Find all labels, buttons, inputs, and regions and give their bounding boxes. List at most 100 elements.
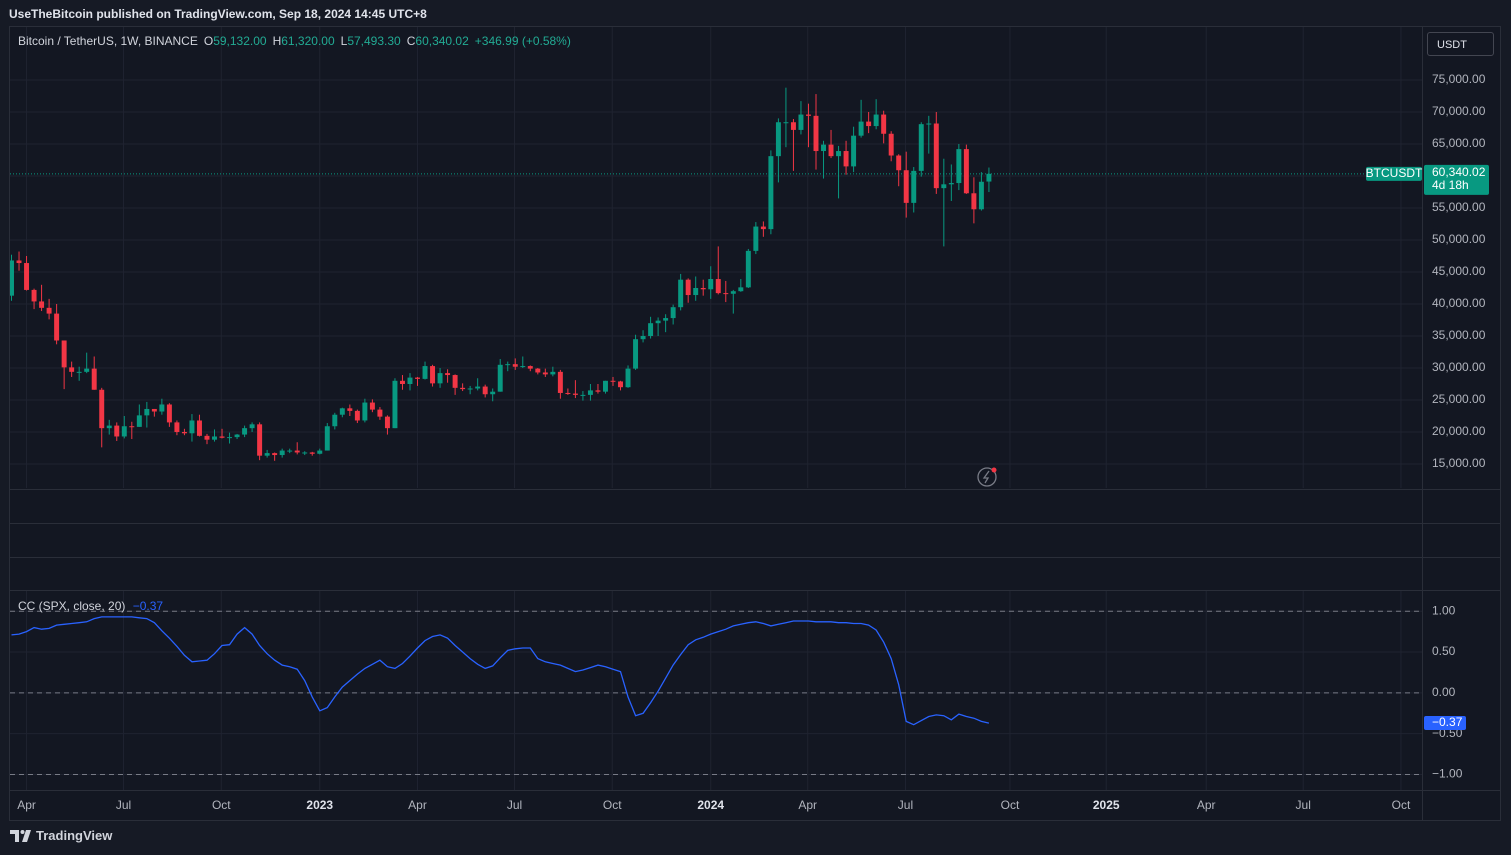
candle-body	[339, 408, 345, 415]
candle-body	[204, 435, 210, 440]
candle-body	[723, 293, 729, 295]
candle-body	[407, 377, 413, 384]
y-tick-label: 1.00	[1432, 603, 1456, 617]
candle-body	[475, 386, 481, 389]
replay-icon	[977, 467, 997, 487]
symbol-label: BTCUSDT	[1366, 166, 1423, 180]
candle-body	[911, 170, 917, 203]
candle-body	[828, 144, 834, 157]
last-price-tag	[1424, 164, 1489, 195]
x-tick-label: Jul	[1296, 798, 1311, 812]
y-tick-label: 45,000.00	[1432, 264, 1486, 278]
candle-body	[362, 402, 368, 421]
candle-body	[490, 391, 496, 395]
indicator-line	[11, 616, 990, 726]
candle-body	[790, 122, 796, 130]
candle-body	[249, 424, 255, 429]
candle-body	[505, 364, 511, 366]
candle-body	[332, 414, 338, 427]
footer: TradingView	[10, 829, 112, 843]
candle-body	[16, 260, 22, 264]
candle-body	[46, 307, 52, 314]
candle-body	[212, 436, 217, 440]
legend-value: 60,340.02	[415, 34, 469, 48]
candle-body	[227, 437, 233, 439]
candle-body	[384, 416, 390, 429]
currency-button[interactable]: USDT	[1427, 32, 1494, 56]
candle-body	[10, 260, 14, 296]
candle-body	[437, 373, 443, 384]
candle-body	[535, 368, 541, 373]
candle-body	[174, 422, 180, 432]
candle-body	[760, 226, 766, 230]
candle-body	[896, 155, 902, 171]
candle-body	[196, 420, 202, 436]
candle-body	[565, 392, 571, 394]
candle-body	[971, 193, 977, 210]
candle-body	[144, 408, 150, 416]
candle-body	[520, 366, 526, 368]
y-tick-label: 35,000.00	[1432, 328, 1486, 342]
candle-body	[738, 287, 744, 292]
candle-body	[309, 452, 315, 454]
candle-body	[430, 366, 436, 384]
countdown: 4d 18h	[1432, 178, 1469, 192]
candle-body	[640, 335, 646, 340]
candle-body	[587, 390, 593, 395]
y-tick-label: 75,000.00	[1432, 72, 1486, 86]
y-tick-label: 55,000.00	[1432, 200, 1486, 214]
indicator-tag-label: −0.37	[1432, 715, 1463, 729]
candle-body	[272, 453, 278, 456]
candle-body	[69, 367, 75, 372]
y-tick-label: 50,000.00	[1432, 232, 1486, 246]
candle-body	[512, 364, 518, 367]
candle-body	[294, 450, 300, 453]
chart-frame	[9, 26, 1501, 821]
x-tick-label: Oct	[1392, 798, 1411, 812]
x-tick-label: Oct	[603, 798, 622, 812]
candle-body	[843, 151, 849, 167]
y-tick-label: 70,000.00	[1432, 104, 1486, 118]
candle-body	[948, 183, 954, 185]
candle-body	[663, 318, 669, 321]
x-tick-label: Apr	[17, 798, 36, 812]
x-tick-label: 2024	[697, 798, 724, 812]
candle-body	[903, 170, 909, 203]
icon-bolt	[982, 470, 990, 484]
candle-body	[76, 371, 82, 373]
candle-body	[580, 394, 586, 396]
y-tick-label: 20,000.00	[1432, 424, 1486, 438]
candle-body	[745, 250, 751, 288]
candle-body	[392, 380, 398, 429]
x-tick-label: Jul	[507, 798, 522, 812]
legend: Bitcoin / TetherUS, 1W, BINANCE O 59,132.…	[18, 34, 571, 48]
x-tick-label: Apr	[408, 798, 427, 812]
candle-body	[377, 409, 383, 417]
candle-body	[24, 263, 30, 290]
candle-body	[986, 173, 992, 182]
indicator-value: −0.37	[132, 599, 164, 613]
candles	[10, 87, 992, 461]
candle-body	[572, 393, 578, 395]
candle-body	[159, 404, 165, 412]
candle-body	[369, 402, 375, 410]
candle-body	[805, 114, 811, 116]
candle-body	[136, 415, 142, 427]
grid	[10, 27, 1422, 790]
candle-body	[655, 320, 661, 324]
candle-body	[302, 452, 308, 454]
candle-body	[888, 133, 894, 156]
candle-body	[99, 389, 105, 429]
candle-body	[798, 114, 804, 130]
candle-body	[775, 122, 781, 157]
candle-body	[106, 425, 112, 429]
candle-body	[821, 144, 826, 152]
y-tick-label: 30,000.00	[1432, 360, 1486, 374]
legend-value: 59,132.00	[213, 34, 267, 48]
candle-body	[257, 424, 263, 456]
x-tick-label: Jul	[116, 798, 131, 812]
legend-key: L	[340, 34, 348, 48]
symbol-tag	[1366, 166, 1422, 181]
candle-body	[54, 313, 60, 341]
icon-dot	[991, 467, 997, 473]
